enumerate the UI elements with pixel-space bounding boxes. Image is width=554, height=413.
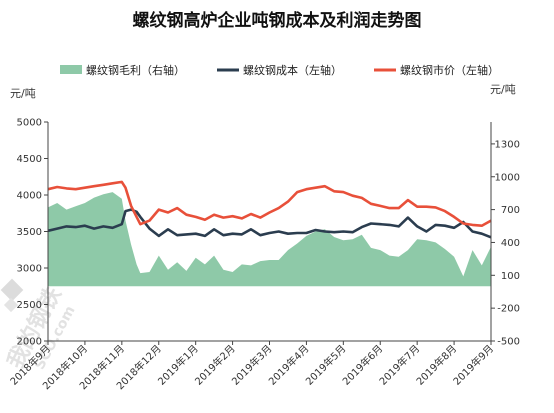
right-axis: -500 -200 100 400 700 1000 1300 <box>490 122 520 348</box>
right-tick-label: -500 <box>497 337 520 348</box>
legend: 螺纹钢毛利（右轴） 螺纹钢成本（左轴） 螺纹钢市价（左轴） <box>60 63 499 77</box>
left-axis-unit: 元/吨 <box>10 87 36 100</box>
right-tick-label: 1000 <box>495 172 520 183</box>
legend-label-profit: 螺纹钢毛利（右轴） <box>86 63 185 77</box>
left-tick-label: 4500 <box>17 154 42 165</box>
plot-area <box>47 180 492 287</box>
left-tick-label: 3500 <box>17 227 42 238</box>
series-cost-line <box>47 208 492 239</box>
left-tick-label: 5000 <box>17 118 42 129</box>
series-price-line <box>47 180 492 227</box>
left-tick-label: 2000 <box>17 337 42 348</box>
chart-title: 螺纹钢高炉企业吨钢成本及利润走势图 <box>133 10 422 31</box>
left-tick-label: 4000 <box>17 191 42 202</box>
legend-label-price: 螺纹钢市价（左轴） <box>400 63 499 77</box>
x-axis: 2018年9月2018年10月2018年11月2018年12月2019年1月20… <box>7 340 496 392</box>
legend-swatch-profit <box>60 65 82 74</box>
right-tick-label: 100 <box>501 271 520 282</box>
legend-label-cost: 螺纹钢成本（左轴） <box>243 63 342 77</box>
left-axis: 2000 2500 3000 3500 4000 4500 5000 <box>17 118 49 348</box>
right-tick-label: 400 <box>501 238 520 249</box>
right-tick-label: -200 <box>497 304 520 315</box>
series-profit-area <box>48 192 491 287</box>
right-axis-unit: 元/吨 <box>490 83 516 96</box>
x-tick-label: 2019年9月 <box>450 342 496 388</box>
left-tick-label: 3000 <box>17 264 42 275</box>
left-tick-label: 2500 <box>17 300 42 311</box>
right-tick-label: 700 <box>501 205 520 216</box>
right-tick-label: 1300 <box>495 139 520 150</box>
